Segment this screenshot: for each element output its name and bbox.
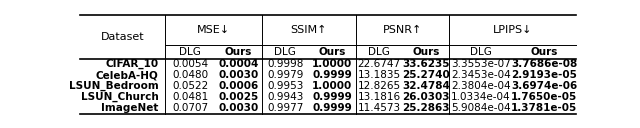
Text: 2.9193e-05: 2.9193e-05 <box>511 70 577 80</box>
Text: 0.0030: 0.0030 <box>218 103 259 113</box>
Text: 0.0707: 0.0707 <box>172 103 208 113</box>
Text: Dataset: Dataset <box>101 32 145 42</box>
Text: 0.0006: 0.0006 <box>218 81 259 91</box>
Text: Ours: Ours <box>412 47 440 57</box>
Text: 0.0030: 0.0030 <box>218 70 259 80</box>
Text: 0.0054: 0.0054 <box>172 59 208 69</box>
Text: 11.4573: 11.4573 <box>357 103 401 113</box>
Text: 1.0000: 1.0000 <box>312 59 352 69</box>
Text: 0.0481: 0.0481 <box>172 92 209 102</box>
Text: LSUN_Church: LSUN_Church <box>81 92 159 103</box>
Text: 0.0025: 0.0025 <box>218 92 259 102</box>
Text: 3.7686e-08: 3.7686e-08 <box>511 59 577 69</box>
Text: Ours: Ours <box>531 47 558 57</box>
Text: DLG: DLG <box>368 47 390 57</box>
Text: 0.9979: 0.9979 <box>267 70 303 80</box>
Text: MSE↓: MSE↓ <box>197 25 230 35</box>
Text: 0.0004: 0.0004 <box>218 59 259 69</box>
Text: 3.3553e-07: 3.3553e-07 <box>451 59 511 69</box>
Text: 22.6747: 22.6747 <box>357 59 401 69</box>
Text: LPIPS↓: LPIPS↓ <box>493 25 532 35</box>
Text: 0.9998: 0.9998 <box>267 59 303 69</box>
Text: 1.7650e-05: 1.7650e-05 <box>511 92 577 102</box>
Text: 25.2740: 25.2740 <box>402 70 450 80</box>
Text: 12.8265: 12.8265 <box>357 81 401 91</box>
Text: 13.1816: 13.1816 <box>357 92 401 102</box>
Text: 0.0522: 0.0522 <box>172 81 209 91</box>
Text: 0.9999: 0.9999 <box>312 92 352 102</box>
Text: Ours: Ours <box>225 47 252 57</box>
Text: DLG: DLG <box>179 47 201 57</box>
Text: 1.0334e-04: 1.0334e-04 <box>451 92 511 102</box>
Text: 0.0480: 0.0480 <box>172 70 208 80</box>
Text: 26.0303: 26.0303 <box>402 92 449 102</box>
Text: 0.9999: 0.9999 <box>312 70 352 80</box>
Text: 5.9084e-04: 5.9084e-04 <box>451 103 511 113</box>
Text: SSIM↑: SSIM↑ <box>291 25 327 35</box>
Text: Ours: Ours <box>319 47 346 57</box>
Text: CIFAR_10: CIFAR_10 <box>106 59 159 69</box>
Text: CelebA-HQ: CelebA-HQ <box>96 70 159 80</box>
Text: 2.3804e-04: 2.3804e-04 <box>451 81 511 91</box>
Text: DLG: DLG <box>275 47 296 57</box>
Text: ImageNet: ImageNet <box>101 103 159 113</box>
Text: 33.6235: 33.6235 <box>402 59 449 69</box>
Text: 0.9977: 0.9977 <box>267 103 303 113</box>
Text: 0.9943: 0.9943 <box>267 92 303 102</box>
Text: 3.6974e-06: 3.6974e-06 <box>511 81 577 91</box>
Text: 13.1835: 13.1835 <box>357 70 401 80</box>
Text: 1.3781e-05: 1.3781e-05 <box>511 103 577 113</box>
Text: 32.4784: 32.4784 <box>402 81 450 91</box>
Text: PSNR↑: PSNR↑ <box>383 25 422 35</box>
Text: LSUN_Bedroom: LSUN_Bedroom <box>69 81 159 92</box>
Text: 2.3453e-04: 2.3453e-04 <box>451 70 511 80</box>
Text: 25.2863: 25.2863 <box>402 103 449 113</box>
Text: 0.9999: 0.9999 <box>312 103 352 113</box>
Text: DLG: DLG <box>470 47 492 57</box>
Text: 0.9953: 0.9953 <box>267 81 303 91</box>
Text: 1.0000: 1.0000 <box>312 81 352 91</box>
